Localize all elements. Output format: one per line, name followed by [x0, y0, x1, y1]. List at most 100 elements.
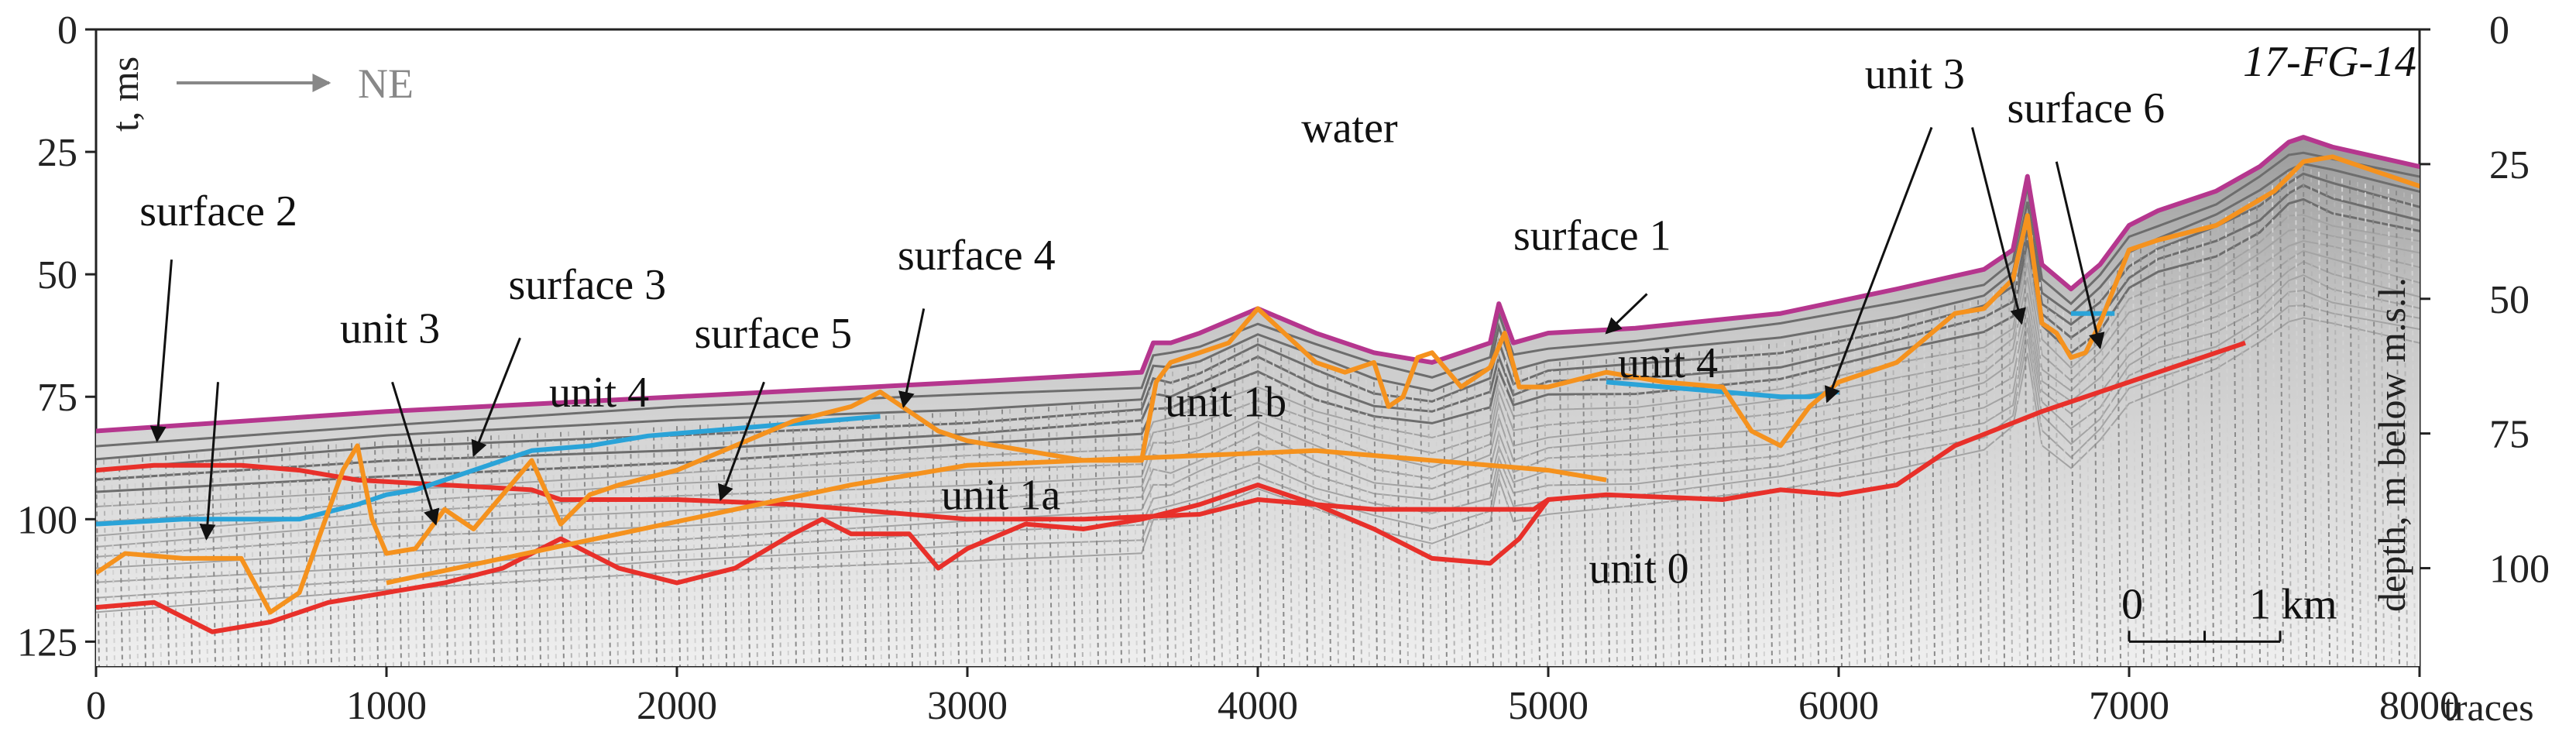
horizon-surface-3 — [96, 414, 881, 527]
seismic-trace — [266, 448, 270, 666]
seismic-trace — [2155, 241, 2160, 666]
seismic-trace — [1722, 349, 1726, 666]
seismic-trace — [1133, 402, 1138, 666]
pointer-arrow — [898, 308, 926, 408]
seismic-trace — [1915, 314, 1920, 666]
seismic-trace — [684, 425, 689, 666]
horizon-surface-5 — [96, 154, 2420, 615]
seismic-trace — [467, 436, 472, 666]
seismic-trace — [312, 445, 317, 666]
seismic-trace — [761, 421, 766, 666]
seismic-trace — [2341, 178, 2346, 666]
seismic-trace — [1094, 404, 1099, 666]
seismic-trace — [1528, 367, 1533, 666]
seismic-trace — [1443, 387, 1448, 666]
seismic-trace — [707, 424, 712, 666]
seismic-trace — [320, 445, 325, 666]
seismic-trace — [1652, 356, 1657, 666]
seismic-trace — [622, 428, 627, 666]
seismic-trace — [1063, 406, 1068, 666]
seismic-trace — [2217, 219, 2222, 666]
annotation-label: surface 2 — [139, 187, 297, 235]
seismic-trace — [1056, 406, 1060, 666]
seismic-trace — [1001, 409, 1006, 666]
seismic-trace — [2086, 305, 2090, 666]
seismic-trace — [1242, 344, 1246, 666]
seismic-trace — [1706, 350, 1711, 666]
seismic-trace — [1334, 369, 1339, 666]
seismic-trace — [328, 445, 332, 666]
x-tick-label: 3000 — [927, 684, 1008, 728]
seismic-trace — [1660, 355, 1664, 666]
seismic-trace — [436, 438, 441, 666]
seismic-trace — [2295, 169, 2300, 666]
seismic-trace — [2179, 232, 2183, 666]
x-tick-label: 8000 — [2379, 684, 2460, 728]
seismic-trace — [413, 439, 417, 666]
seismic-trace — [1234, 347, 1238, 666]
seismic-trace — [173, 455, 177, 666]
seismic-trace — [1303, 357, 1308, 666]
seismic-trace — [1280, 347, 1285, 666]
reflector-line — [96, 290, 2420, 583]
seismic-trace — [149, 456, 154, 666]
seismic-trace — [1451, 385, 1455, 666]
seismic-trace — [2264, 191, 2269, 666]
seismic-trace — [699, 424, 704, 666]
annotation-label: surface 6 — [2008, 84, 2166, 132]
seismic-trace — [134, 458, 139, 666]
seismic-trace — [1760, 345, 1765, 666]
seismic-trace — [2357, 181, 2361, 666]
seismic-trace — [304, 446, 309, 666]
horizon-surface-4 — [1606, 380, 1839, 400]
seismic-trace — [723, 424, 727, 666]
seismic-trace — [1404, 387, 1409, 666]
seismic-trace — [2202, 225, 2207, 666]
seismic-trace — [583, 431, 588, 666]
pointer-arrow — [1605, 293, 1648, 335]
seismic-trace — [1079, 405, 1084, 666]
seismic-trace — [2109, 280, 2114, 666]
seismic-trace — [498, 435, 503, 666]
seismic-trace — [126, 458, 131, 666]
right-tick-label: 100 — [2489, 548, 2550, 592]
seismic-trace — [2310, 169, 2315, 666]
seismic-trace — [1513, 372, 1517, 666]
seismic-trace — [2225, 215, 2230, 666]
seismic-trace — [258, 449, 263, 666]
seismic-trace — [2272, 185, 2276, 666]
annotation-label: unit 4 — [549, 369, 649, 417]
seismic-trace — [343, 443, 348, 666]
seismic-trace — [831, 418, 836, 666]
seismic-trace — [2008, 281, 2013, 666]
seismic-trace — [227, 451, 232, 666]
seismic-trace — [142, 457, 146, 666]
seismic-trace — [1288, 351, 1293, 666]
seismic-trace — [1482, 374, 1486, 666]
seismic-trace — [1745, 346, 1750, 666]
seismic-trace — [730, 423, 735, 666]
seismic-trace — [2210, 222, 2214, 666]
annotation-label: unit 1a — [941, 472, 1060, 520]
reflector-line — [96, 151, 2420, 448]
seismic-trace — [591, 430, 596, 666]
seismic-trace — [769, 421, 774, 666]
seismic-trace — [1861, 325, 1866, 666]
seismic-trace — [96, 460, 100, 666]
pointer-arrow — [717, 381, 765, 501]
seismic-trace — [676, 426, 681, 666]
right-axis-title: depth, m below m.s.l. — [2370, 277, 2413, 612]
right-tick-label: 75 — [2489, 413, 2530, 457]
seismic-trace — [1474, 377, 1479, 666]
annotation-label: unit 3 — [1865, 50, 1965, 98]
pointer-arrow — [199, 382, 219, 541]
seismic-trace — [1172, 371, 1176, 666]
seismic-trace — [1497, 337, 1502, 666]
seismic-trace — [847, 417, 851, 666]
seismic-trace — [754, 422, 758, 666]
seismic-trace — [1520, 369, 1525, 666]
seismic-trace — [606, 429, 611, 666]
seismic-trace — [870, 416, 874, 666]
seismic-trace — [2318, 171, 2323, 666]
seismic-trace — [2303, 167, 2307, 666]
